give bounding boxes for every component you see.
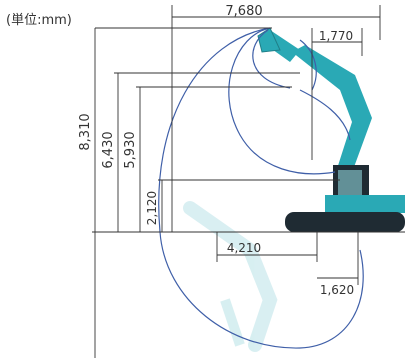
front-swing-arc: [299, 39, 317, 91]
bucket-arc-curve: [252, 29, 291, 89]
track: [285, 212, 405, 232]
arm-arc-curve: [299, 89, 351, 141]
label-max-digging-height: 8,310: [78, 113, 93, 150]
boom: [292, 45, 372, 178]
label-max-dumping-height: 6,430: [101, 131, 116, 168]
label-ground-clearance: 2,120: [145, 191, 159, 225]
working-envelope: [158, 27, 364, 349]
label-max-reach: 7,680: [225, 4, 262, 19]
cab-window: [338, 170, 362, 196]
label-tail-radius: 1,620: [320, 283, 354, 297]
label-front-swing-radius: 1,770: [319, 29, 353, 43]
upper-body: [325, 195, 405, 213]
label-max-digging-height-inner: 5,930: [123, 131, 138, 168]
excavator-illustration: [183, 27, 405, 352]
inner-envelope-curve: [228, 27, 336, 175]
outer-envelope-curve: [158, 27, 364, 349]
unit-label: (単位:mm): [6, 13, 72, 28]
label-min-swing-radius: 4,210: [227, 241, 261, 255]
dimension-lines: [92, 5, 405, 358]
ghost-arm: [183, 201, 278, 352]
